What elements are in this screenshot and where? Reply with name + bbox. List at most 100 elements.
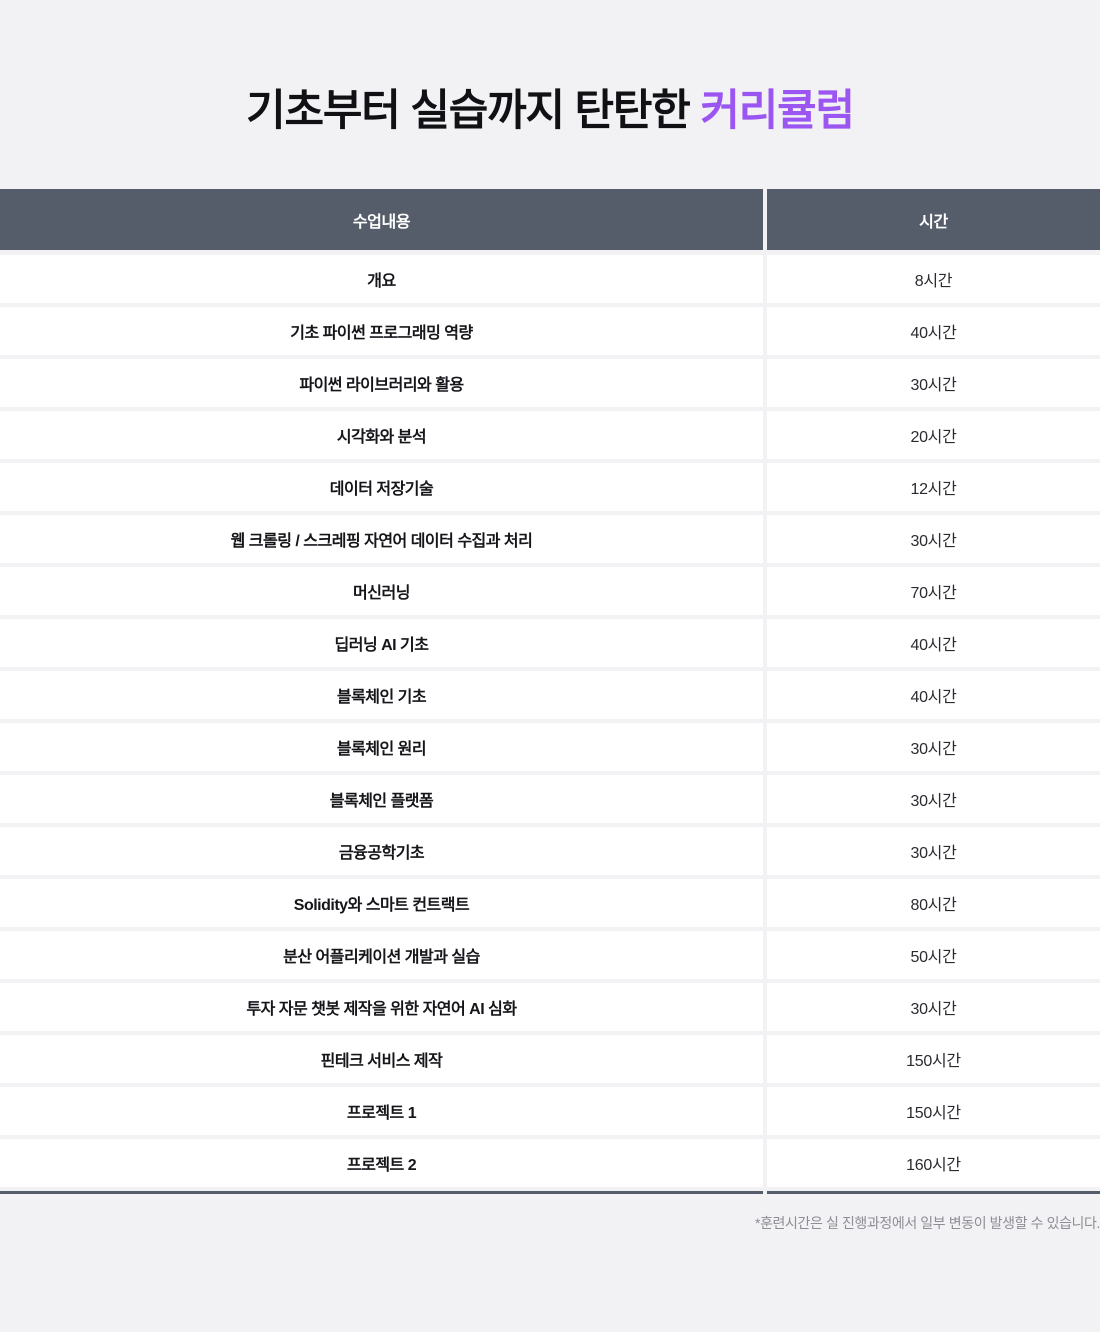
row-separator [0,719,1100,723]
row-separator [0,771,1100,775]
row-separator-left [0,875,763,879]
row-separator-gap [763,355,767,359]
row-separator [0,303,1100,307]
table-cell-content-text: 블록체인 원리 [336,741,427,758]
row-separator-left [0,1083,763,1087]
row-separator [0,1031,1100,1035]
row-separator-gap [763,615,767,619]
table-cell-content: 프로젝트 1 [0,1087,763,1135]
table-cell-hours-text: 70시간 [910,585,957,602]
table-cell-content: 금융공학기초 [0,827,763,875]
table-row: 기초 파이썬 프로그래밍 역량 40시간 [0,307,1100,355]
table-row: 투자 자문 챗봇 제작을 위한 자연어 AI 심화 30시간 [0,983,1100,1031]
row-separator-gap [763,719,767,723]
table-cell-content: 블록체인 기초 [0,671,763,719]
row-separator-right [767,563,1100,567]
table-cell-content-text: 개요 [367,273,396,290]
table-header-label-hours: 시간 [919,213,948,231]
row-separator-right [767,823,1100,827]
table-cell-content: 딥러닝 AI 기초 [0,619,763,667]
table-cell-hours-text: 160시간 [906,1157,961,1174]
table-cell-hours-text: 40시간 [910,689,957,706]
table-cell-content: 기초 파이썬 프로그래밍 역량 [0,307,763,355]
column-divider [763,775,767,823]
row-separator [0,615,1100,619]
row-separator-right [767,511,1100,515]
row-separator-left [0,1135,763,1139]
column-divider [763,879,767,927]
table-row: 시각화와 분석 20시간 [0,411,1100,459]
table-cell-content: 데이터 저장기술 [0,463,763,511]
table-bottom-rule [0,1191,1100,1194]
table-cell-content-text: 시각화와 분석 [336,429,427,446]
table-cell-hours-text: 50시간 [910,949,957,966]
table-cell-content: 웹 크롤링 / 스크레핑 자연어 데이터 수집과 처리 [0,515,763,563]
row-separator-gap [763,511,767,515]
table-cell-hours: 40시간 [767,307,1100,355]
row-separator-left [0,979,763,983]
row-separator-gap [763,927,767,931]
column-divider [763,983,767,1031]
table-cell-hours-text: 80시간 [910,897,957,914]
table-cell-hours-text: 40시간 [910,325,957,342]
table-row: 핀테크 서비스 제작 150시간 [0,1035,1100,1083]
row-separator-gap [763,1135,767,1139]
table-cell-hours-text: 30시간 [910,741,957,758]
table-cell-hours: 30시간 [767,723,1100,771]
table-cell-hours-text: 40시간 [910,637,957,654]
table-cell-content: Solidity와 스마트 컨트랙트 [0,879,763,927]
table-cell-hours: 160시간 [767,1139,1100,1187]
table-row: 딥러닝 AI 기초 40시간 [0,619,1100,667]
table-cell-hours-text: 20시간 [910,429,957,446]
row-separator [0,1135,1100,1139]
table-row: 데이터 저장기술 12시간 [0,463,1100,511]
page-title: 기초부터 실습까지 탄탄한 커리큘럼 [0,85,1100,137]
table-row: 개요 8시간 [0,255,1100,303]
table-cell-hours-text: 30시간 [910,845,957,862]
row-separator [0,511,1100,515]
row-separator-right [767,303,1100,307]
row-separator-left [0,563,763,567]
table-cell-content-text: 프로젝트 1 [346,1105,417,1122]
row-separator-right [767,615,1100,619]
row-separator-gap [763,303,767,307]
table-cell-hours: 8시간 [767,255,1100,303]
row-separator-right [767,1031,1100,1035]
column-divider [763,567,767,615]
column-divider [763,931,767,979]
table-bottom-rule-right [767,1191,1100,1194]
table-cell-content-text: 머신러닝 [353,585,410,602]
table-cell-content: 개요 [0,255,763,303]
row-separator-left [0,667,763,671]
table-cell-content-text: Solidity와 스마트 컨트랙트 [293,897,470,914]
table-cell-content-text: 분산 어플리케이션 개발과 실습 [283,949,480,966]
table-cell-content: 머신러닝 [0,567,763,615]
table-row: 머신러닝 70시간 [0,567,1100,615]
row-separator [0,823,1100,827]
page-title-accent: 커리큘럼 [700,87,855,135]
table-header-cell-hours: 시간 [767,189,1100,250]
table-cell-hours-text: 12시간 [910,481,957,498]
table-row: 블록체인 원리 30시간 [0,723,1100,771]
row-separator-left [0,1031,763,1035]
table-row: 분산 어플리케이션 개발과 실습 50시간 [0,931,1100,979]
table-cell-content-text: 금융공학기초 [338,845,425,862]
row-separator [0,1083,1100,1087]
row-separator-right [767,771,1100,775]
table-cell-content: 블록체인 플랫폼 [0,775,763,823]
table-cell-content-text: 블록체인 플랫폼 [329,793,434,810]
table-cell-hours-text: 30시간 [910,377,957,394]
row-separator-right [767,927,1100,931]
table-cell-content-text: 핀테크 서비스 제작 [320,1053,443,1070]
row-separator-right [767,719,1100,723]
table-cell-content-text: 웹 크롤링 / 스크레핑 자연어 데이터 수집과 처리 [230,533,533,550]
table-cell-hours: 150시간 [767,1035,1100,1083]
table-header-cell-content: 수업내용 [0,189,763,250]
table-cell-hours: 12시간 [767,463,1100,511]
table-cell-hours-text: 30시간 [910,1001,957,1018]
table-cell-hours: 30시간 [767,515,1100,563]
row-separator-left [0,303,763,307]
table-cell-hours: 40시간 [767,671,1100,719]
row-separator [0,927,1100,931]
table-cell-content: 투자 자문 챗봇 제작을 위한 자연어 AI 심화 [0,983,763,1031]
